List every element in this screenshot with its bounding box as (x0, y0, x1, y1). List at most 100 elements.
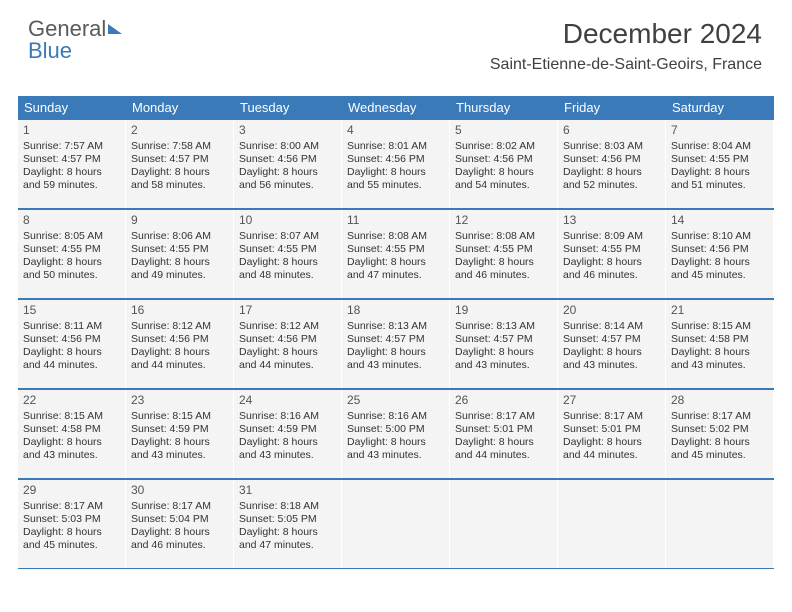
sunrise-text: Sunrise: 8:12 AM (131, 320, 228, 333)
daylight-text-2: and 52 minutes. (563, 179, 660, 192)
sunset-text: Sunset: 4:56 PM (131, 333, 228, 346)
calendar-day: 9Sunrise: 8:06 AMSunset: 4:55 PMDaylight… (126, 210, 234, 298)
daylight-text-2: and 47 minutes. (239, 539, 336, 552)
daylight-text-2: and 45 minutes. (671, 269, 768, 282)
sunrise-text: Sunrise: 8:00 AM (239, 140, 336, 153)
daylight-text-1: Daylight: 8 hours (131, 256, 228, 269)
daylight-text-1: Daylight: 8 hours (23, 166, 120, 179)
calendar-day: 11Sunrise: 8:08 AMSunset: 4:55 PMDayligh… (342, 210, 450, 298)
daylight-text-1: Daylight: 8 hours (455, 256, 552, 269)
daylight-text-1: Daylight: 8 hours (23, 436, 120, 449)
day-number: 29 (23, 483, 120, 498)
daylight-text-1: Daylight: 8 hours (671, 256, 768, 269)
calendar-day-empty (666, 480, 774, 568)
daylight-text-1: Daylight: 8 hours (563, 436, 660, 449)
sunset-text: Sunset: 5:05 PM (239, 513, 336, 526)
daylight-text-2: and 43 minutes. (239, 449, 336, 462)
sunset-text: Sunset: 4:55 PM (455, 243, 552, 256)
day-number: 30 (131, 483, 228, 498)
sunrise-text: Sunrise: 8:15 AM (23, 410, 120, 423)
sunset-text: Sunset: 5:01 PM (563, 423, 660, 436)
location-subtitle: Saint-Etienne-de-Saint-Geoirs, France (490, 56, 762, 74)
sunrise-text: Sunrise: 8:17 AM (23, 500, 120, 513)
day-number: 16 (131, 303, 228, 318)
day-number: 12 (455, 213, 552, 228)
daylight-text-1: Daylight: 8 hours (23, 526, 120, 539)
calendar-week: 1Sunrise: 7:57 AMSunset: 4:57 PMDaylight… (18, 119, 774, 209)
sunset-text: Sunset: 5:00 PM (347, 423, 444, 436)
calendar-day: 7Sunrise: 8:04 AMSunset: 4:55 PMDaylight… (666, 120, 774, 208)
calendar-day-empty (342, 480, 450, 568)
day-number: 31 (239, 483, 336, 498)
daylight-text-1: Daylight: 8 hours (455, 166, 552, 179)
daylight-text-2: and 48 minutes. (239, 269, 336, 282)
logo: General Blue (28, 18, 122, 62)
day-number: 9 (131, 213, 228, 228)
sunset-text: Sunset: 4:59 PM (239, 423, 336, 436)
calendar-day: 28Sunrise: 8:17 AMSunset: 5:02 PMDayligh… (666, 390, 774, 478)
sunset-text: Sunset: 5:02 PM (671, 423, 768, 436)
day-number: 19 (455, 303, 552, 318)
sunrise-text: Sunrise: 8:17 AM (563, 410, 660, 423)
day-number: 3 (239, 123, 336, 138)
daylight-text-1: Daylight: 8 hours (455, 436, 552, 449)
sunrise-text: Sunrise: 8:15 AM (671, 320, 768, 333)
daylight-text-2: and 58 minutes. (131, 179, 228, 192)
calendar-day: 17Sunrise: 8:12 AMSunset: 4:56 PMDayligh… (234, 300, 342, 388)
daylight-text-2: and 50 minutes. (23, 269, 120, 282)
day-number: 23 (131, 393, 228, 408)
calendar-day: 8Sunrise: 8:05 AMSunset: 4:55 PMDaylight… (18, 210, 126, 298)
daylight-text-1: Daylight: 8 hours (347, 256, 444, 269)
sunset-text: Sunset: 4:56 PM (347, 153, 444, 166)
sunset-text: Sunset: 4:57 PM (455, 333, 552, 346)
logo-triangle-icon (108, 24, 122, 34)
day-number: 14 (671, 213, 768, 228)
daylight-text-2: and 46 minutes. (131, 539, 228, 552)
daylight-text-1: Daylight: 8 hours (347, 436, 444, 449)
dow-sunday: Sunday (18, 96, 126, 119)
daylight-text-1: Daylight: 8 hours (239, 166, 336, 179)
daylight-text-1: Daylight: 8 hours (455, 346, 552, 359)
daylight-text-2: and 46 minutes. (563, 269, 660, 282)
calendar-day: 13Sunrise: 8:09 AMSunset: 4:55 PMDayligh… (558, 210, 666, 298)
sunrise-text: Sunrise: 8:17 AM (131, 500, 228, 513)
daylight-text-2: and 43 minutes. (347, 449, 444, 462)
calendar-week: 29Sunrise: 8:17 AMSunset: 5:03 PMDayligh… (18, 479, 774, 569)
daylight-text-2: and 44 minutes. (455, 449, 552, 462)
sunrise-text: Sunrise: 8:12 AM (239, 320, 336, 333)
daylight-text-2: and 51 minutes. (671, 179, 768, 192)
calendar-day: 5Sunrise: 8:02 AMSunset: 4:56 PMDaylight… (450, 120, 558, 208)
calendar-day: 25Sunrise: 8:16 AMSunset: 5:00 PMDayligh… (342, 390, 450, 478)
dow-wednesday: Wednesday (342, 96, 450, 119)
sunrise-text: Sunrise: 8:02 AM (455, 140, 552, 153)
daylight-text-1: Daylight: 8 hours (671, 346, 768, 359)
sunset-text: Sunset: 4:59 PM (131, 423, 228, 436)
sunrise-text: Sunrise: 8:10 AM (671, 230, 768, 243)
calendar-day: 16Sunrise: 8:12 AMSunset: 4:56 PMDayligh… (126, 300, 234, 388)
sunrise-text: Sunrise: 8:18 AM (239, 500, 336, 513)
sunrise-text: Sunrise: 8:03 AM (563, 140, 660, 153)
calendar-day-empty (558, 480, 666, 568)
day-number: 20 (563, 303, 660, 318)
sunset-text: Sunset: 4:55 PM (563, 243, 660, 256)
daylight-text-2: and 59 minutes. (23, 179, 120, 192)
sunset-text: Sunset: 4:55 PM (671, 153, 768, 166)
sunrise-text: Sunrise: 8:14 AM (563, 320, 660, 333)
daylight-text-2: and 45 minutes. (671, 449, 768, 462)
sunrise-text: Sunrise: 7:57 AM (23, 140, 120, 153)
daylight-text-2: and 56 minutes. (239, 179, 336, 192)
sunset-text: Sunset: 4:56 PM (23, 333, 120, 346)
day-number: 5 (455, 123, 552, 138)
daylight-text-2: and 45 minutes. (23, 539, 120, 552)
calendar-day: 3Sunrise: 8:00 AMSunset: 4:56 PMDaylight… (234, 120, 342, 208)
daylight-text-2: and 43 minutes. (455, 359, 552, 372)
dow-friday: Friday (558, 96, 666, 119)
calendar-day: 10Sunrise: 8:07 AMSunset: 4:55 PMDayligh… (234, 210, 342, 298)
calendar-day: 14Sunrise: 8:10 AMSunset: 4:56 PMDayligh… (666, 210, 774, 298)
calendar-week: 22Sunrise: 8:15 AMSunset: 4:58 PMDayligh… (18, 389, 774, 479)
sunrise-text: Sunrise: 8:11 AM (23, 320, 120, 333)
dow-monday: Monday (126, 96, 234, 119)
sunset-text: Sunset: 5:04 PM (131, 513, 228, 526)
calendar-day: 1Sunrise: 7:57 AMSunset: 4:57 PMDaylight… (18, 120, 126, 208)
daylight-text-2: and 47 minutes. (347, 269, 444, 282)
